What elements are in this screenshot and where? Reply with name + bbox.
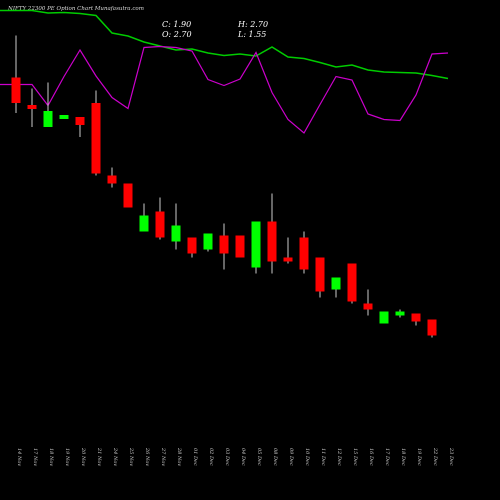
candle-body: [395, 311, 405, 316]
candle-body: [251, 221, 261, 268]
x-tick-label: 25 Nov: [128, 447, 134, 466]
candle: [219, 223, 229, 270]
candle: [123, 183, 133, 208]
x-tick-label: 19 Dec: [416, 448, 422, 466]
candle: [363, 289, 373, 316]
candle: [107, 167, 117, 188]
x-tick-label: 10 Dec: [304, 448, 310, 466]
candle-body: [427, 319, 437, 336]
candle: [203, 233, 213, 252]
candle-body: [347, 263, 357, 302]
x-tick-label: 14 Nov: [16, 448, 22, 466]
indicator-line: [0, 45, 449, 134]
x-tick-label: 08 Dec: [272, 448, 278, 466]
candle: [251, 221, 261, 274]
candle: [91, 90, 101, 176]
candle: [427, 319, 437, 338]
x-tick-label: 26 Nov: [144, 447, 150, 466]
ma-line: [0, 9, 449, 80]
candle-body: [187, 237, 197, 254]
candle-body: [107, 175, 117, 184]
x-tick-label: 12 Dec: [336, 448, 342, 466]
x-tick-label: 23 Dec: [448, 447, 454, 466]
candle: [27, 88, 37, 127]
candle-body: [171, 225, 181, 242]
candle-body: [283, 257, 293, 262]
candle-body: [27, 105, 37, 109]
x-tick-label: 22 Dec: [432, 447, 438, 466]
candle-body: [235, 235, 245, 258]
open-value: O: 2.70: [162, 30, 192, 39]
candle-body: [203, 233, 213, 250]
candle-body: [299, 237, 309, 270]
x-axis-ticks: 14 Nov 17 Nov 18 Nov 19 Nov 20 Nov 21 Nov 24 N…: [16, 447, 454, 466]
x-tick-label: 19 Nov: [64, 448, 70, 466]
candle: [75, 117, 85, 137]
candle-body: [379, 311, 389, 324]
candle-body: [267, 221, 277, 262]
candle: [43, 82, 53, 127]
x-tick-label: 01 Dec: [192, 448, 198, 466]
x-tick-label: 24 Nov: [112, 447, 118, 466]
low-value: L: 1.55: [238, 30, 267, 39]
candle: [379, 311, 389, 324]
candle-body: [59, 115, 69, 119]
candle: [171, 203, 181, 250]
candle: [11, 35, 21, 113]
x-tick-label: 16 Dec: [368, 448, 374, 466]
candle-body: [123, 183, 133, 208]
candle: [187, 237, 197, 258]
candle-body: [315, 257, 325, 292]
candle: [395, 309, 405, 318]
candle: [235, 235, 245, 258]
x-tick-label: 21 Nov: [96, 447, 102, 466]
candle-body: [363, 303, 373, 310]
close-value: C: 1.90: [162, 20, 192, 29]
candle: [347, 263, 357, 304]
x-tick-label: 17 Dec: [384, 448, 390, 466]
x-tick-label: 18 Dec: [400, 448, 406, 466]
candle-body: [91, 103, 101, 174]
candle-body: [43, 111, 53, 127]
x-tick-label: 11 Dec: [320, 448, 326, 466]
high-value: H: 2.70: [238, 20, 269, 29]
candle-body: [75, 117, 85, 125]
candle-body: [139, 215, 149, 232]
candle: [59, 115, 69, 119]
x-tick-label: 04 Dec: [240, 448, 246, 466]
candle: [315, 257, 325, 298]
candle-body: [331, 277, 341, 290]
candle-body: [411, 313, 421, 322]
candles: [11, 35, 437, 338]
x-tick-label: 05 Dec: [256, 448, 262, 466]
x-tick-label: 02 Dec: [208, 448, 214, 466]
x-tick-label: 09 Dec: [288, 448, 294, 466]
x-tick-label: 03 Dec: [224, 448, 230, 466]
candle: [331, 277, 341, 298]
candle-body: [155, 211, 165, 238]
x-tick-label: 28 Nov: [176, 447, 182, 466]
x-tick-label: 20 Nov: [80, 447, 86, 466]
candle: [155, 197, 165, 240]
chart-title: NIFTY 22300 PE Option Chart Munafasutra.…: [8, 6, 144, 12]
candle-body: [11, 77, 21, 103]
x-tick-label: 18 Nov: [48, 448, 54, 466]
candle: [139, 203, 149, 232]
x-tick-label: 17 Nov: [32, 448, 38, 466]
candle-body: [219, 235, 229, 254]
candle: [299, 231, 309, 274]
candle: [283, 237, 293, 264]
x-tick-label: 15 Dec: [352, 448, 358, 466]
x-tick-label: 27 Nov: [160, 447, 166, 466]
candle: [411, 313, 421, 326]
candle: [267, 193, 277, 274]
